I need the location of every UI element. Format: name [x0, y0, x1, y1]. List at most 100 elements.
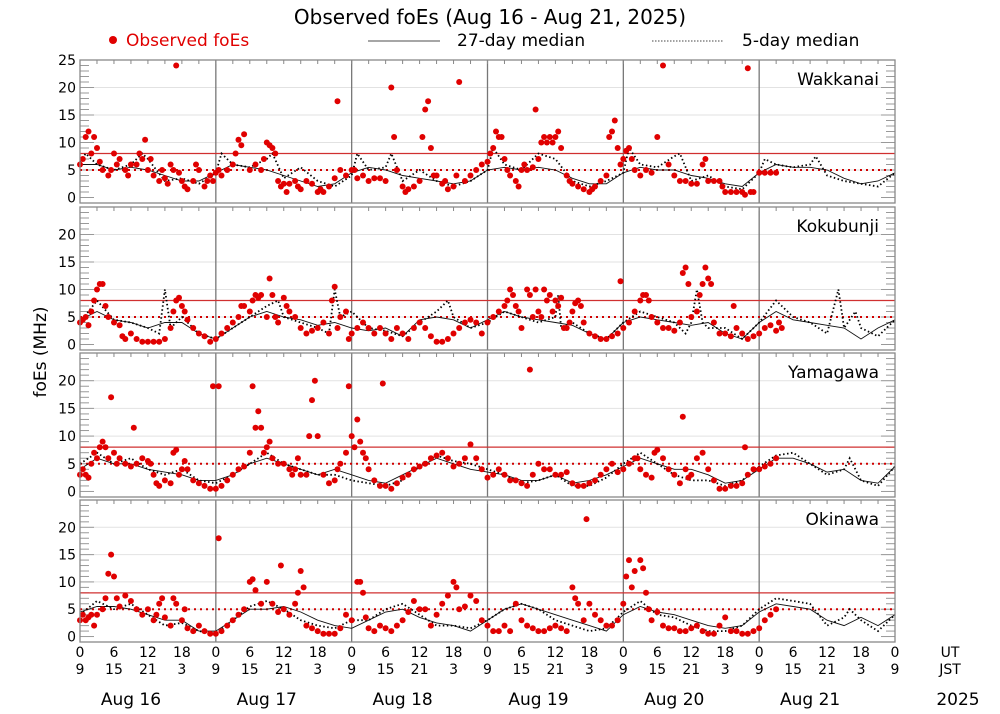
- ut-tick-label: 0: [76, 645, 85, 661]
- observed-point: [705, 178, 712, 184]
- observed-point: [286, 180, 293, 187]
- observed-point: [617, 278, 624, 285]
- observed-point: [626, 319, 632, 326]
- observed-point: [266, 275, 273, 282]
- observed-point: [195, 480, 202, 487]
- observed-point: [410, 466, 417, 473]
- observed-point: [541, 628, 548, 635]
- y-tick-label: 10: [58, 136, 76, 152]
- day-label: Aug 18: [372, 690, 432, 710]
- observed-point: [515, 308, 522, 315]
- observed-point: [620, 325, 627, 331]
- observed-point: [518, 480, 525, 487]
- observed-point: [569, 584, 576, 591]
- observed-point: [391, 134, 398, 140]
- observed-point: [215, 535, 222, 542]
- observed-point: [156, 600, 163, 607]
- observed-point: [682, 466, 689, 473]
- observed-point: [422, 606, 429, 613]
- observed-point: [309, 397, 315, 404]
- observed-point: [405, 336, 412, 342]
- observed-point: [637, 466, 644, 473]
- observed-point: [710, 477, 717, 484]
- observed-point: [439, 600, 446, 607]
- observed-point: [289, 471, 296, 478]
- observed-point: [535, 156, 542, 162]
- observed-point: [586, 330, 593, 337]
- observed-point: [122, 460, 129, 467]
- observed-point: [609, 460, 615, 467]
- observed-point: [761, 463, 768, 470]
- observed-point: [190, 477, 197, 484]
- observed-point: [637, 557, 644, 564]
- observed-point: [190, 325, 197, 331]
- observed-point: [136, 150, 143, 157]
- observed-point: [702, 264, 709, 271]
- observed-point: [229, 617, 236, 624]
- day-label: Aug 17: [237, 690, 297, 710]
- observed-point: [260, 156, 267, 162]
- observed-point: [484, 474, 491, 481]
- observed-point: [258, 167, 265, 173]
- observed-point: [538, 139, 545, 146]
- observed-point: [733, 189, 740, 195]
- y-tick-label: 15: [58, 108, 76, 124]
- observed-point: [303, 622, 310, 629]
- observed-point: [739, 330, 746, 337]
- y-tick-label: 10: [58, 429, 76, 445]
- observed-point: [609, 333, 615, 340]
- observed-point: [526, 292, 533, 298]
- observed-point: [645, 297, 652, 304]
- observed-point: [297, 186, 304, 193]
- observed-point: [524, 167, 531, 173]
- observed-point: [535, 308, 542, 315]
- observed-point: [201, 482, 208, 489]
- observed-point: [277, 562, 284, 569]
- observed-point: [337, 167, 344, 173]
- observed-point: [756, 625, 763, 632]
- observed-point: [552, 622, 559, 629]
- observed-point: [218, 628, 225, 635]
- observed-point: [377, 482, 383, 489]
- observed-point: [405, 186, 412, 193]
- y-tick-label: 5: [67, 457, 76, 473]
- ut-tick-label: 6: [789, 645, 798, 661]
- observed-point: [297, 568, 304, 574]
- observed-point: [286, 611, 293, 618]
- observed-point: [252, 424, 259, 431]
- observed-point: [207, 485, 214, 492]
- observed-point: [88, 308, 95, 315]
- observed-point: [671, 327, 678, 334]
- observed-point: [750, 333, 757, 340]
- observed-point: [388, 84, 395, 91]
- observed-point: [552, 134, 559, 140]
- observed-point: [190, 628, 197, 635]
- observed-point: [393, 167, 400, 173]
- jst-tick-label: 9: [211, 662, 220, 678]
- y-tick-label: 0: [67, 630, 76, 646]
- observed-point: [292, 178, 299, 184]
- observed-point: [246, 308, 253, 315]
- ut-tick-label: 0: [755, 645, 764, 661]
- observed-point: [96, 444, 103, 451]
- observed-point: [345, 383, 352, 390]
- y-axis-label: foEs (MHz): [31, 306, 51, 397]
- observed-point: [167, 325, 174, 331]
- observed-point: [371, 330, 378, 337]
- observed-point: [116, 455, 123, 462]
- observed-point: [501, 303, 508, 309]
- observed-point: [665, 625, 672, 632]
- observed-point: [727, 333, 734, 340]
- observed-point: [456, 606, 463, 613]
- observed-point: [326, 480, 332, 487]
- observed-point: [416, 178, 423, 184]
- observed-point: [280, 460, 287, 467]
- observed-point: [628, 156, 635, 162]
- day-label: Aug 16: [101, 690, 161, 710]
- observed-point: [490, 314, 497, 320]
- observed-point: [461, 455, 468, 462]
- observed-point: [122, 592, 129, 599]
- observed-point: [139, 338, 146, 345]
- jst-tick-label: 9: [891, 662, 900, 678]
- jst-tick-label: 15: [377, 662, 395, 678]
